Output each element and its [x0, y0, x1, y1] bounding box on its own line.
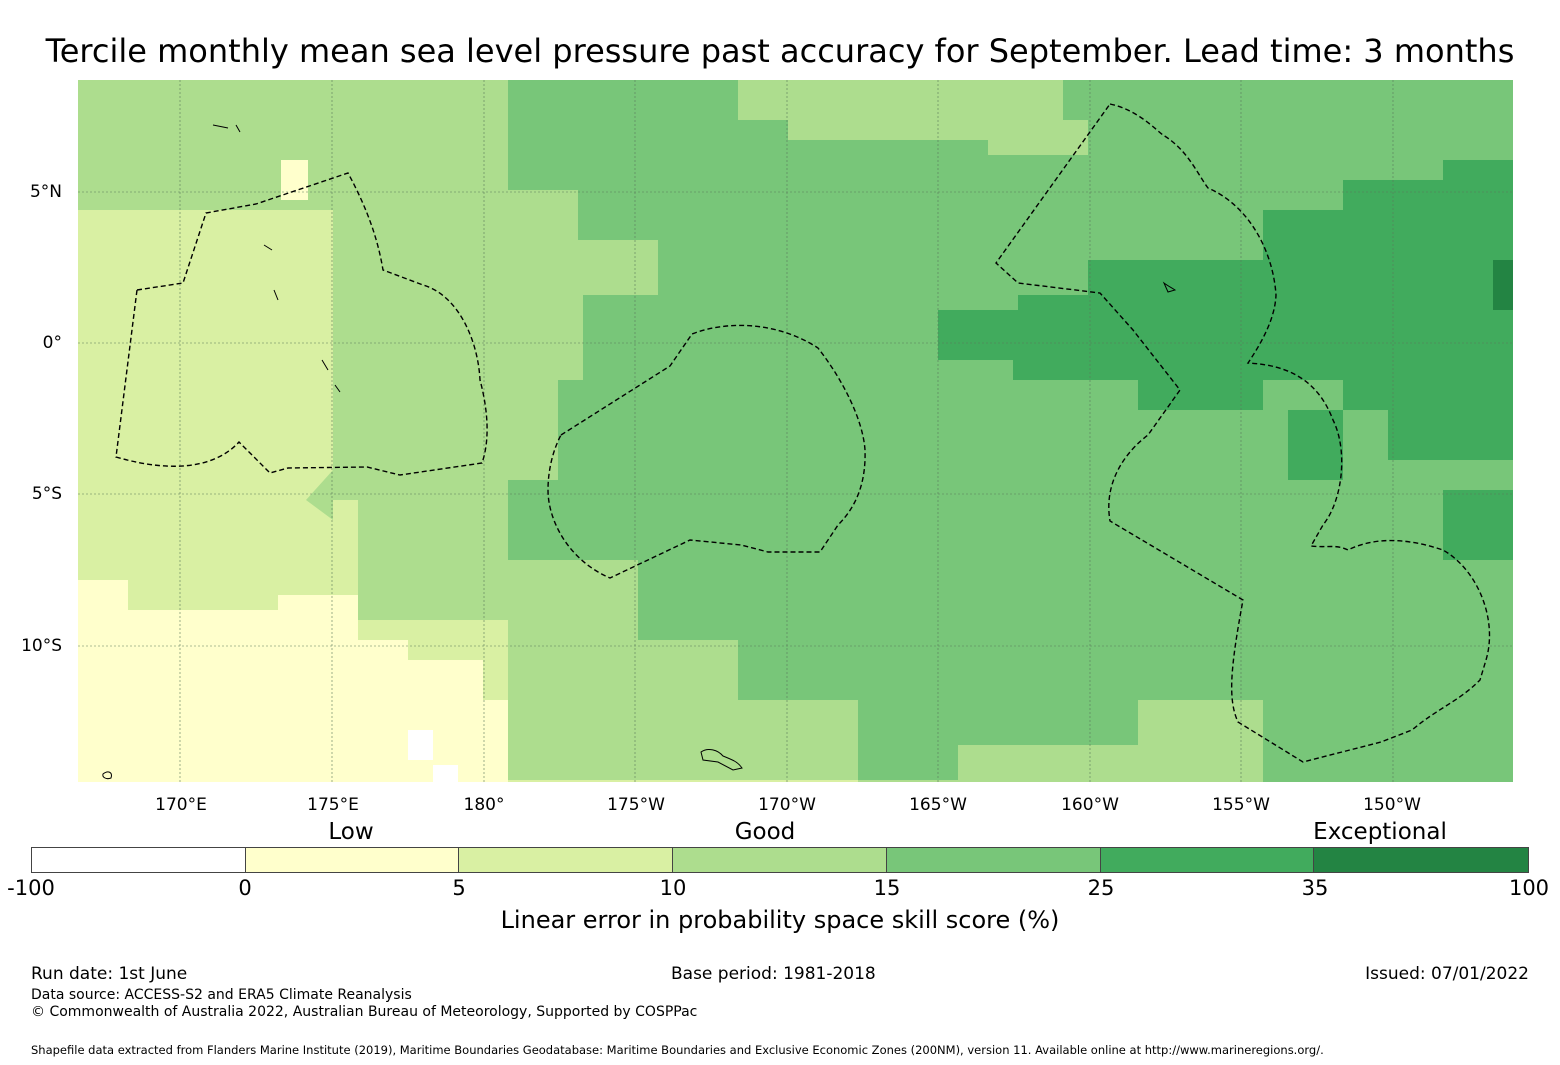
region-band-25-35-belt: [1443, 490, 1513, 560]
category-exceptional: Exceptional: [1313, 819, 1447, 845]
run-date: Run date: 1st June: [31, 964, 188, 984]
shapefile-credit: Shapefile data extracted from Flanders M…: [31, 1043, 1324, 1057]
y-tick-label: 0°: [42, 333, 62, 353]
colorbar-segment: [459, 848, 674, 872]
region-band-below-0-patch-2: [433, 765, 458, 782]
region-band-0-5-southwest: [78, 580, 508, 782]
eez-outline-kiribati-line: [995, 103, 1491, 763]
colorbar-tick: 5: [452, 876, 466, 900]
x-tick-label: 160°W: [1061, 795, 1119, 815]
skill-score-map: [78, 80, 1513, 782]
colorbar-segment: [245, 848, 460, 872]
y-tick-label: 5°N: [29, 182, 62, 202]
eez-outline-kiribati-gilbert: [115, 172, 488, 476]
colorbar-tick: 15: [873, 876, 901, 900]
x-tick-label: 165°W: [909, 795, 967, 815]
gridlines: [78, 80, 1513, 782]
y-tick-label: 5°S: [31, 484, 62, 504]
data-source: Data source: ACCESS-S2 and ERA5 Climate …: [31, 987, 412, 1003]
island-fiji: [102, 771, 112, 780]
copyright-notice: © Commonwealth of Australia 2022, Austra…: [31, 1004, 698, 1020]
region-band-25-35-east: [938, 160, 1513, 460]
colorbar-tick: 10: [659, 876, 687, 900]
x-tick-label: 155°W: [1212, 795, 1270, 815]
colorbar-tick: 35: [1301, 876, 1329, 900]
colorbar-label: Linear error in probability space skill …: [500, 906, 1060, 934]
region-band-below-0-patch: [408, 730, 433, 760]
region-band-10-15-north: [738, 80, 1088, 155]
colorbar-segment: [886, 848, 1101, 872]
region-band-35-100-patch: [1493, 260, 1513, 310]
x-tick-label: 175°W: [607, 795, 665, 815]
x-tick-label: 180°: [463, 795, 505, 815]
x-tick-label: 170°E: [155, 795, 207, 815]
colorbar: [31, 847, 1529, 873]
colorbar-segment: [32, 848, 246, 872]
y-tick-label: 10°S: [21, 636, 62, 656]
x-tick-label: 175°E: [307, 795, 359, 815]
island-tutuila: [700, 748, 743, 771]
chart-title: Tercile monthly mean sea level pressure …: [45, 32, 1515, 70]
land-outlines: [102, 124, 1177, 780]
colorbar-tick: -100: [7, 876, 55, 900]
region-band-0-5-patch: [281, 160, 308, 200]
issued-date: Issued: 07/01/2022: [1365, 964, 1529, 984]
region-band-15-25-center: [508, 80, 1513, 782]
colorbar-tick: 100: [1508, 876, 1550, 900]
region-band-25-35-tail: [1288, 410, 1343, 480]
region-band-10-15-central: [333, 190, 858, 780]
colorbar-segment: [1314, 848, 1528, 872]
x-tick-label: 170°W: [758, 795, 816, 815]
base-period: Base period: 1981-2018: [671, 964, 876, 984]
eez-outline-tokelau-samoa: [547, 324, 866, 579]
colorbar-tick: 25: [1087, 876, 1115, 900]
island-tarawa-chain: [212, 124, 341, 393]
island-christmas: [1162, 281, 1177, 293]
eez-boundaries: [115, 103, 1491, 763]
colorbar-tick: 0: [238, 876, 252, 900]
colorbar-segment: [673, 848, 887, 872]
category-low: Low: [328, 819, 374, 845]
category-good: Good: [734, 819, 796, 845]
x-tick-label: 150°W: [1363, 795, 1421, 815]
colorbar-segment: [1100, 848, 1315, 872]
